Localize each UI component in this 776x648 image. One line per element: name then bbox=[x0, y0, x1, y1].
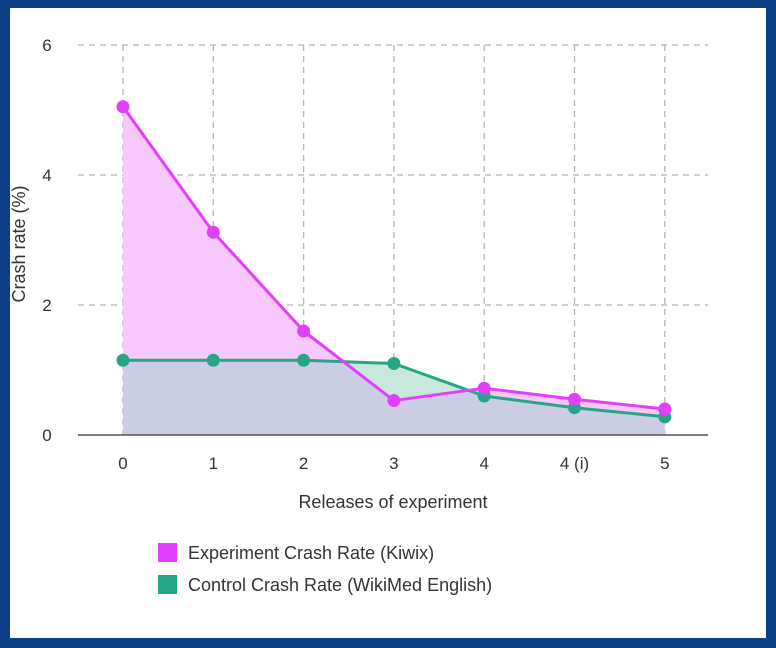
legend-label-experiment: Experiment Crash Rate (Kiwix) bbox=[188, 543, 434, 563]
tick-layer: 0 2 4 6 0 1 2 3 4 4 (i) 5 bbox=[42, 36, 669, 473]
series-1-point bbox=[387, 357, 401, 370]
y-tick-label: 0 bbox=[42, 426, 51, 445]
series-0-point bbox=[387, 394, 401, 408]
x-tick-label: 2 bbox=[299, 454, 308, 473]
y-tick-label: 2 bbox=[42, 296, 51, 315]
x-axis-title: Releases of experiment bbox=[298, 492, 487, 512]
y-axis-title: Crash rate (%) bbox=[10, 185, 29, 302]
x-tick-label: 5 bbox=[660, 454, 669, 473]
series-0-area bbox=[123, 106, 665, 435]
series-0-point bbox=[658, 402, 672, 416]
legend: Experiment Crash Rate (Kiwix) Control Cr… bbox=[158, 543, 492, 595]
legend-swatch-experiment bbox=[158, 543, 177, 562]
crash-rate-chart: 0 2 4 6 0 1 2 3 4 4 (i) 5 Releases of experiment C… bbox=[10, 36, 708, 595]
x-tick-label: 4 (i) bbox=[560, 454, 589, 473]
series-0-point bbox=[116, 100, 130, 114]
series-1-point bbox=[297, 353, 311, 367]
overlap-area bbox=[123, 360, 665, 435]
x-tick-label: 4 bbox=[479, 454, 488, 473]
series-1-point bbox=[206, 353, 220, 367]
series-0-point bbox=[206, 225, 220, 239]
y-tick-label: 6 bbox=[42, 36, 51, 55]
series-1-point bbox=[116, 353, 130, 367]
legend-swatch-control bbox=[158, 575, 177, 594]
series-0-point bbox=[297, 324, 311, 338]
chart-frame: 0 2 4 6 0 1 2 3 4 4 (i) 5 Releases of experiment C… bbox=[10, 8, 766, 638]
y-tick-label: 4 bbox=[42, 166, 51, 185]
x-tick-label: 1 bbox=[209, 454, 218, 473]
x-tick-label: 3 bbox=[389, 454, 398, 473]
series-0-point bbox=[568, 392, 581, 406]
legend-label-control: Control Crash Rate (WikiMed English) bbox=[188, 575, 492, 595]
x-tick-label: 0 bbox=[118, 454, 127, 473]
line-layer bbox=[116, 100, 672, 424]
series-0-point bbox=[477, 381, 491, 395]
